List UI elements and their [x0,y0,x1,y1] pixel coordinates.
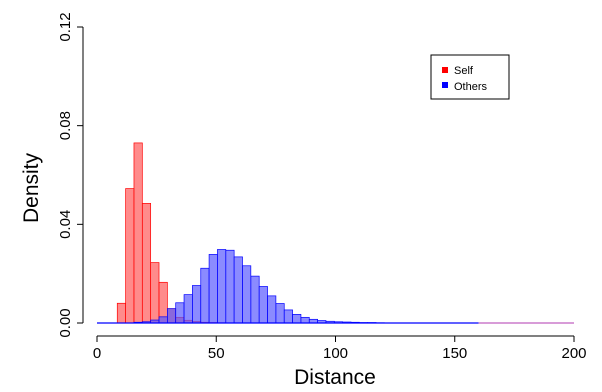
legend-swatch-others [442,82,448,88]
others-bar [233,256,243,324]
others-bar [225,249,235,324]
y-tick-label: 0.12 [57,12,74,41]
others-bar [283,309,293,324]
legend-label-others: Others [454,81,488,93]
others-bar [183,294,193,324]
x-axis-title: Distance [294,366,376,389]
x-tick-label: 0 [93,345,101,362]
others-bar [258,286,268,324]
others-bar [192,285,202,324]
y-tick-label: 0.08 [57,111,74,140]
self-bar [150,262,160,324]
legend-box [430,54,510,100]
others-series-bars [133,249,385,324]
others-bar [217,249,227,324]
legend-swatch-self [442,67,448,73]
others-bar [167,308,177,324]
others-bar [242,265,252,324]
legend-label-self: Self [454,65,474,77]
others-bar [267,295,277,324]
others-bar [175,302,185,324]
legend: Self Others [430,54,510,100]
self-bar [116,302,126,324]
y-tick-label: 0.04 [57,210,74,239]
x-axis: 0 50 100 150 200 [93,335,587,362]
others-bar [275,303,285,324]
others-bar [158,316,168,324]
y-tick-label: 0.00 [57,308,74,337]
y-axis: 0.00 0.04 0.08 0.12 [57,12,84,338]
others-bar [300,316,310,324]
x-tick-label: 50 [208,345,225,362]
x-tick-label: 150 [442,345,467,362]
self-bar [125,188,135,324]
others-bar [250,275,260,324]
others-bar [292,314,302,324]
self-bar [141,203,152,324]
others-bar [208,254,218,324]
self-bar [133,142,143,324]
x-tick-label: 100 [323,345,348,362]
y-axis-title: Density [20,152,43,223]
x-tick-label: 200 [561,345,586,362]
others-bar [200,267,210,324]
